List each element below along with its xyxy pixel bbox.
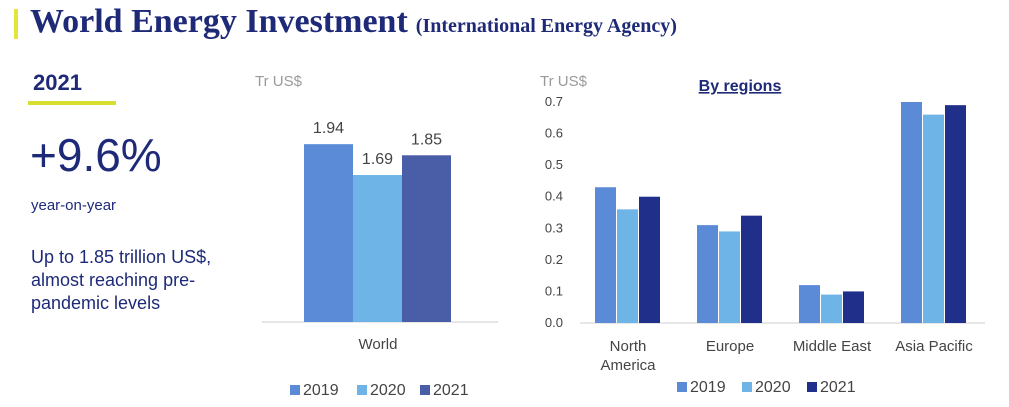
regions-bar-north-america-2020: [617, 209, 638, 323]
regions-category-label: North: [610, 338, 647, 355]
regions-bar-middle-east-2020: [821, 294, 842, 323]
regions-category-label: America: [600, 357, 656, 374]
regions-legend-swatch-2020: [742, 382, 752, 392]
regions-unit-label: Tr US$: [540, 73, 588, 90]
title-subtitle: (International Energy Agency): [415, 15, 677, 37]
growth-percentage: +9.6%: [30, 129, 162, 181]
regions-y-tick: 0.0: [545, 315, 563, 330]
world-legend-swatch-2021: [420, 385, 430, 395]
regions-bar-middle-east-2021: [843, 291, 864, 323]
regions-bar-asia-pacific-2019: [901, 102, 922, 323]
world-legend-label-2021: 2021: [433, 382, 469, 399]
page-title: World Energy Investment (International E…: [30, 3, 677, 41]
regions-bar-europe-2021: [741, 215, 762, 323]
regions-bar-asia-pacific-2020: [923, 114, 944, 323]
regions-y-tick: 0.6: [545, 126, 563, 141]
regions-legend-swatch-2021: [807, 382, 817, 392]
regions-y-tick: 0.7: [545, 94, 563, 109]
world-data-label-2019: 1.94: [313, 120, 344, 137]
regions-y-tick: 0.5: [545, 157, 563, 172]
regions-legend-label-2021: 2021: [820, 379, 856, 396]
world-legend-label-2020: 2020: [370, 382, 406, 399]
regions-y-tick: 0.4: [545, 189, 563, 204]
regions-y-tick: 0.2: [545, 252, 563, 267]
regions-legend-label-2020: 2020: [755, 379, 791, 396]
regions-category-label: Europe: [706, 338, 754, 355]
world-legend-swatch-2019: [290, 385, 300, 395]
summary-note: Up to 1.85 trillion US$, almost reaching…: [31, 247, 212, 313]
growth-label: year-on-year: [31, 197, 117, 214]
world-bar-2020: [353, 175, 402, 322]
regions-category-label: Asia Pacific: [895, 338, 973, 355]
regions-bar-middle-east-2019: [799, 285, 820, 323]
world-legend-label-2019: 2019: [303, 382, 339, 399]
regions-legend-swatch-2019: [677, 382, 687, 392]
regions-y-tick: 0.3: [545, 220, 563, 235]
regions-chart-title: By regions: [699, 78, 782, 95]
world-unit-label: Tr US$: [255, 73, 303, 90]
regions-bar-europe-2020: [719, 231, 740, 323]
world-bar-2021: [402, 155, 451, 322]
regions-bar-asia-pacific-2021: [945, 105, 966, 324]
title-accent-bar: [14, 9, 18, 39]
world-bar-2019: [304, 144, 353, 322]
world-legend-swatch-2020: [357, 385, 367, 395]
regions-category-label: Middle East: [793, 338, 872, 355]
world-category-label: World: [359, 336, 398, 353]
year-underline: [28, 101, 116, 105]
regions-bar-north-america-2019: [595, 187, 616, 323]
world-data-label-2020: 1.69: [362, 151, 393, 168]
regions-legend-label-2019: 2019: [690, 379, 726, 396]
regions-bar-europe-2019: [697, 225, 718, 323]
summary-year: 2021: [33, 70, 82, 95]
title-main: World Energy Investment: [30, 3, 408, 40]
regions-bar-north-america-2021: [639, 196, 660, 323]
regions-y-tick: 0.1: [545, 283, 563, 298]
world-data-label-2021: 1.85: [411, 131, 442, 148]
